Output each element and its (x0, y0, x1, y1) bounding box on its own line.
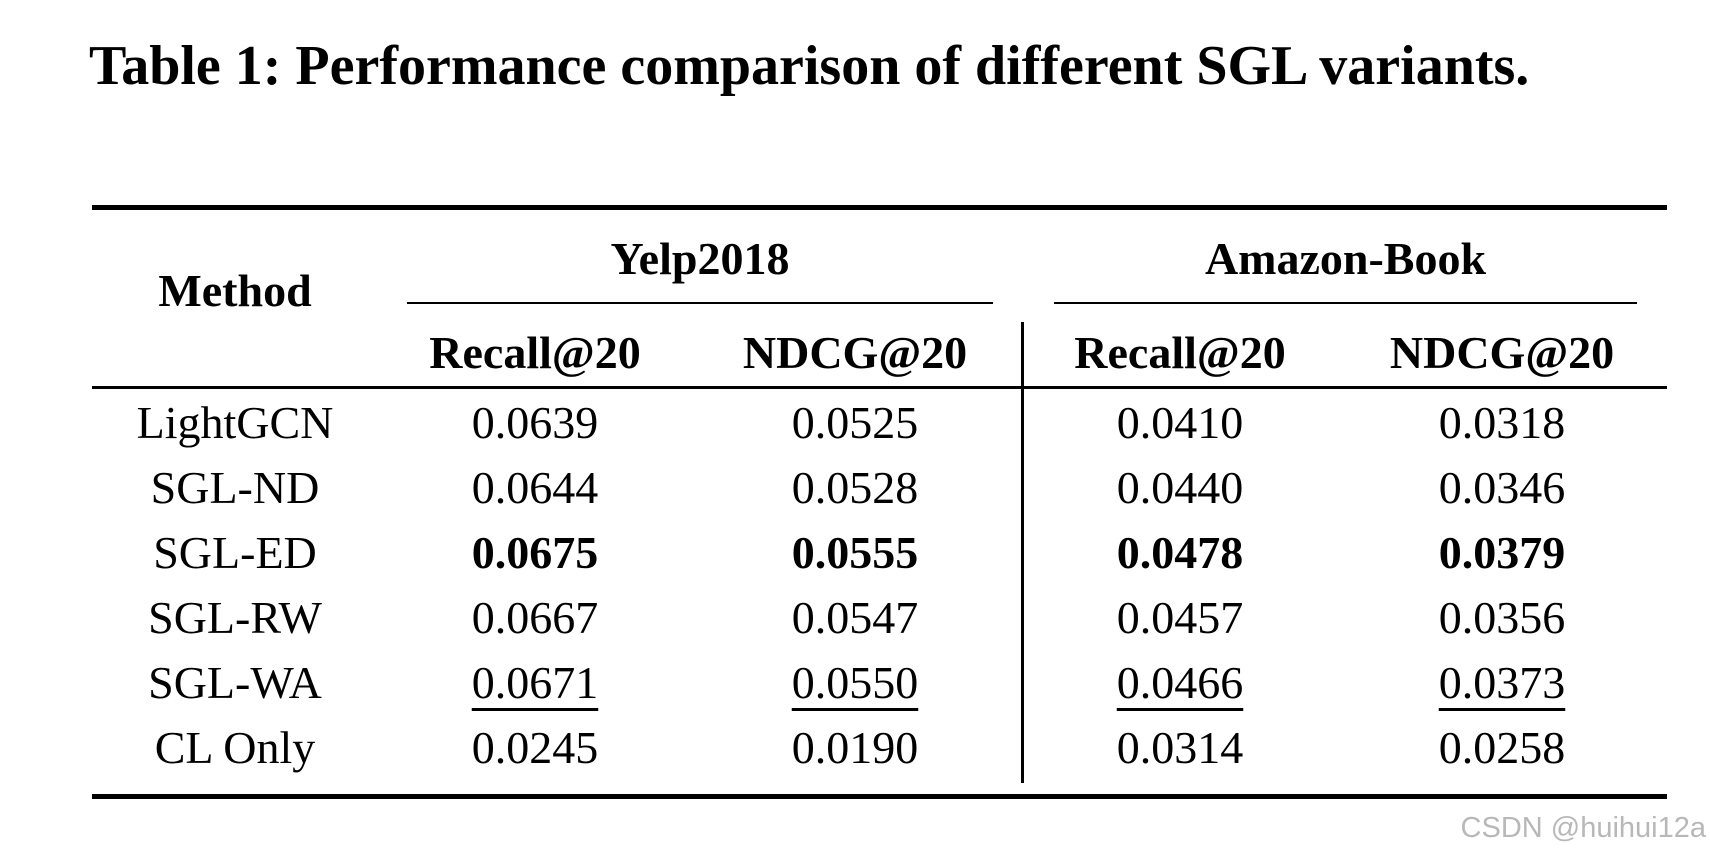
underlined-value: 0.0550 (791, 657, 919, 708)
value-cell-yelp-recall: 0.0245 (471, 722, 599, 773)
group-header-amazon-book: Amazon-Book (1204, 233, 1487, 284)
value-cell-yelp-ndcg: 0.0528 (791, 462, 919, 513)
underlined-value: 0.0373 (1438, 657, 1566, 708)
value-cell-amazon-recall: 0.0440 (1116, 462, 1244, 513)
table-top-rule (92, 205, 1667, 210)
value-cell-amazon-recall: 0.0410 (1116, 397, 1244, 448)
method-cell: SGL-WA (148, 657, 322, 708)
value-cell-amazon-ndcg: 0.0318 (1438, 397, 1566, 448)
group-header-yelp2018: Yelp2018 (610, 233, 790, 284)
method-cell: SGL-ND (150, 462, 320, 513)
group-rule-amazon-book (1054, 302, 1637, 304)
metric-header-yelp-recall: Recall@20 (429, 327, 641, 378)
value-cell-amazon-recall: 0.0466 (1045, 660, 1315, 706)
underlined-value: 0.0671 (471, 657, 599, 708)
value-cell-yelp-ndcg: 0.0190 (791, 722, 919, 773)
value-cell-yelp-ndcg: 0.0525 (791, 397, 919, 448)
table-header-rule (92, 386, 1667, 389)
method-cell: LightGCN (136, 397, 334, 448)
value-cell-amazon-ndcg: 0.0258 (1438, 722, 1566, 773)
value-cell-amazon-recall: 0.0478 (1116, 527, 1244, 578)
value-cell-amazon-ndcg: 0.0346 (1438, 462, 1566, 513)
table-caption: Table 1: Performance comparison of diffe… (89, 35, 1530, 97)
metric-header-yelp-ndcg: NDCG@20 (742, 327, 968, 378)
value-cell-yelp-ndcg: 0.0550 (720, 660, 990, 706)
value-cell-yelp-recall: 0.0671 (400, 660, 670, 706)
method-cell: SGL-ED (153, 527, 317, 578)
underlined-value: 0.0466 (1116, 657, 1244, 708)
method-cell: CL Only (154, 722, 316, 773)
group-divider-vertical (1021, 322, 1024, 783)
value-cell-amazon-recall: 0.0457 (1116, 592, 1244, 643)
metric-header-amazon-recall: Recall@20 (1074, 327, 1286, 378)
value-cell-yelp-ndcg: 0.0555 (791, 527, 919, 578)
value-cell-yelp-recall: 0.0667 (471, 592, 599, 643)
watermark: CSDN @huihui12a (1460, 812, 1706, 844)
method-header: Method (158, 265, 312, 316)
value-cell-yelp-recall: 0.0644 (471, 462, 599, 513)
value-cell-amazon-ndcg: 0.0373 (1366, 660, 1638, 706)
value-cell-amazon-ndcg: 0.0356 (1438, 592, 1566, 643)
table-bottom-rule (92, 794, 1667, 799)
group-rule-yelp2018 (407, 302, 993, 304)
value-cell-yelp-recall: 0.0639 (471, 397, 599, 448)
value-cell-amazon-ndcg: 0.0379 (1438, 527, 1566, 578)
value-cell-yelp-ndcg: 0.0547 (791, 592, 919, 643)
value-cell-amazon-recall: 0.0314 (1116, 722, 1244, 773)
method-cell: SGL-RW (148, 592, 322, 643)
metric-header-amazon-ndcg: NDCG@20 (1389, 327, 1615, 378)
value-cell-yelp-recall: 0.0675 (471, 527, 599, 578)
